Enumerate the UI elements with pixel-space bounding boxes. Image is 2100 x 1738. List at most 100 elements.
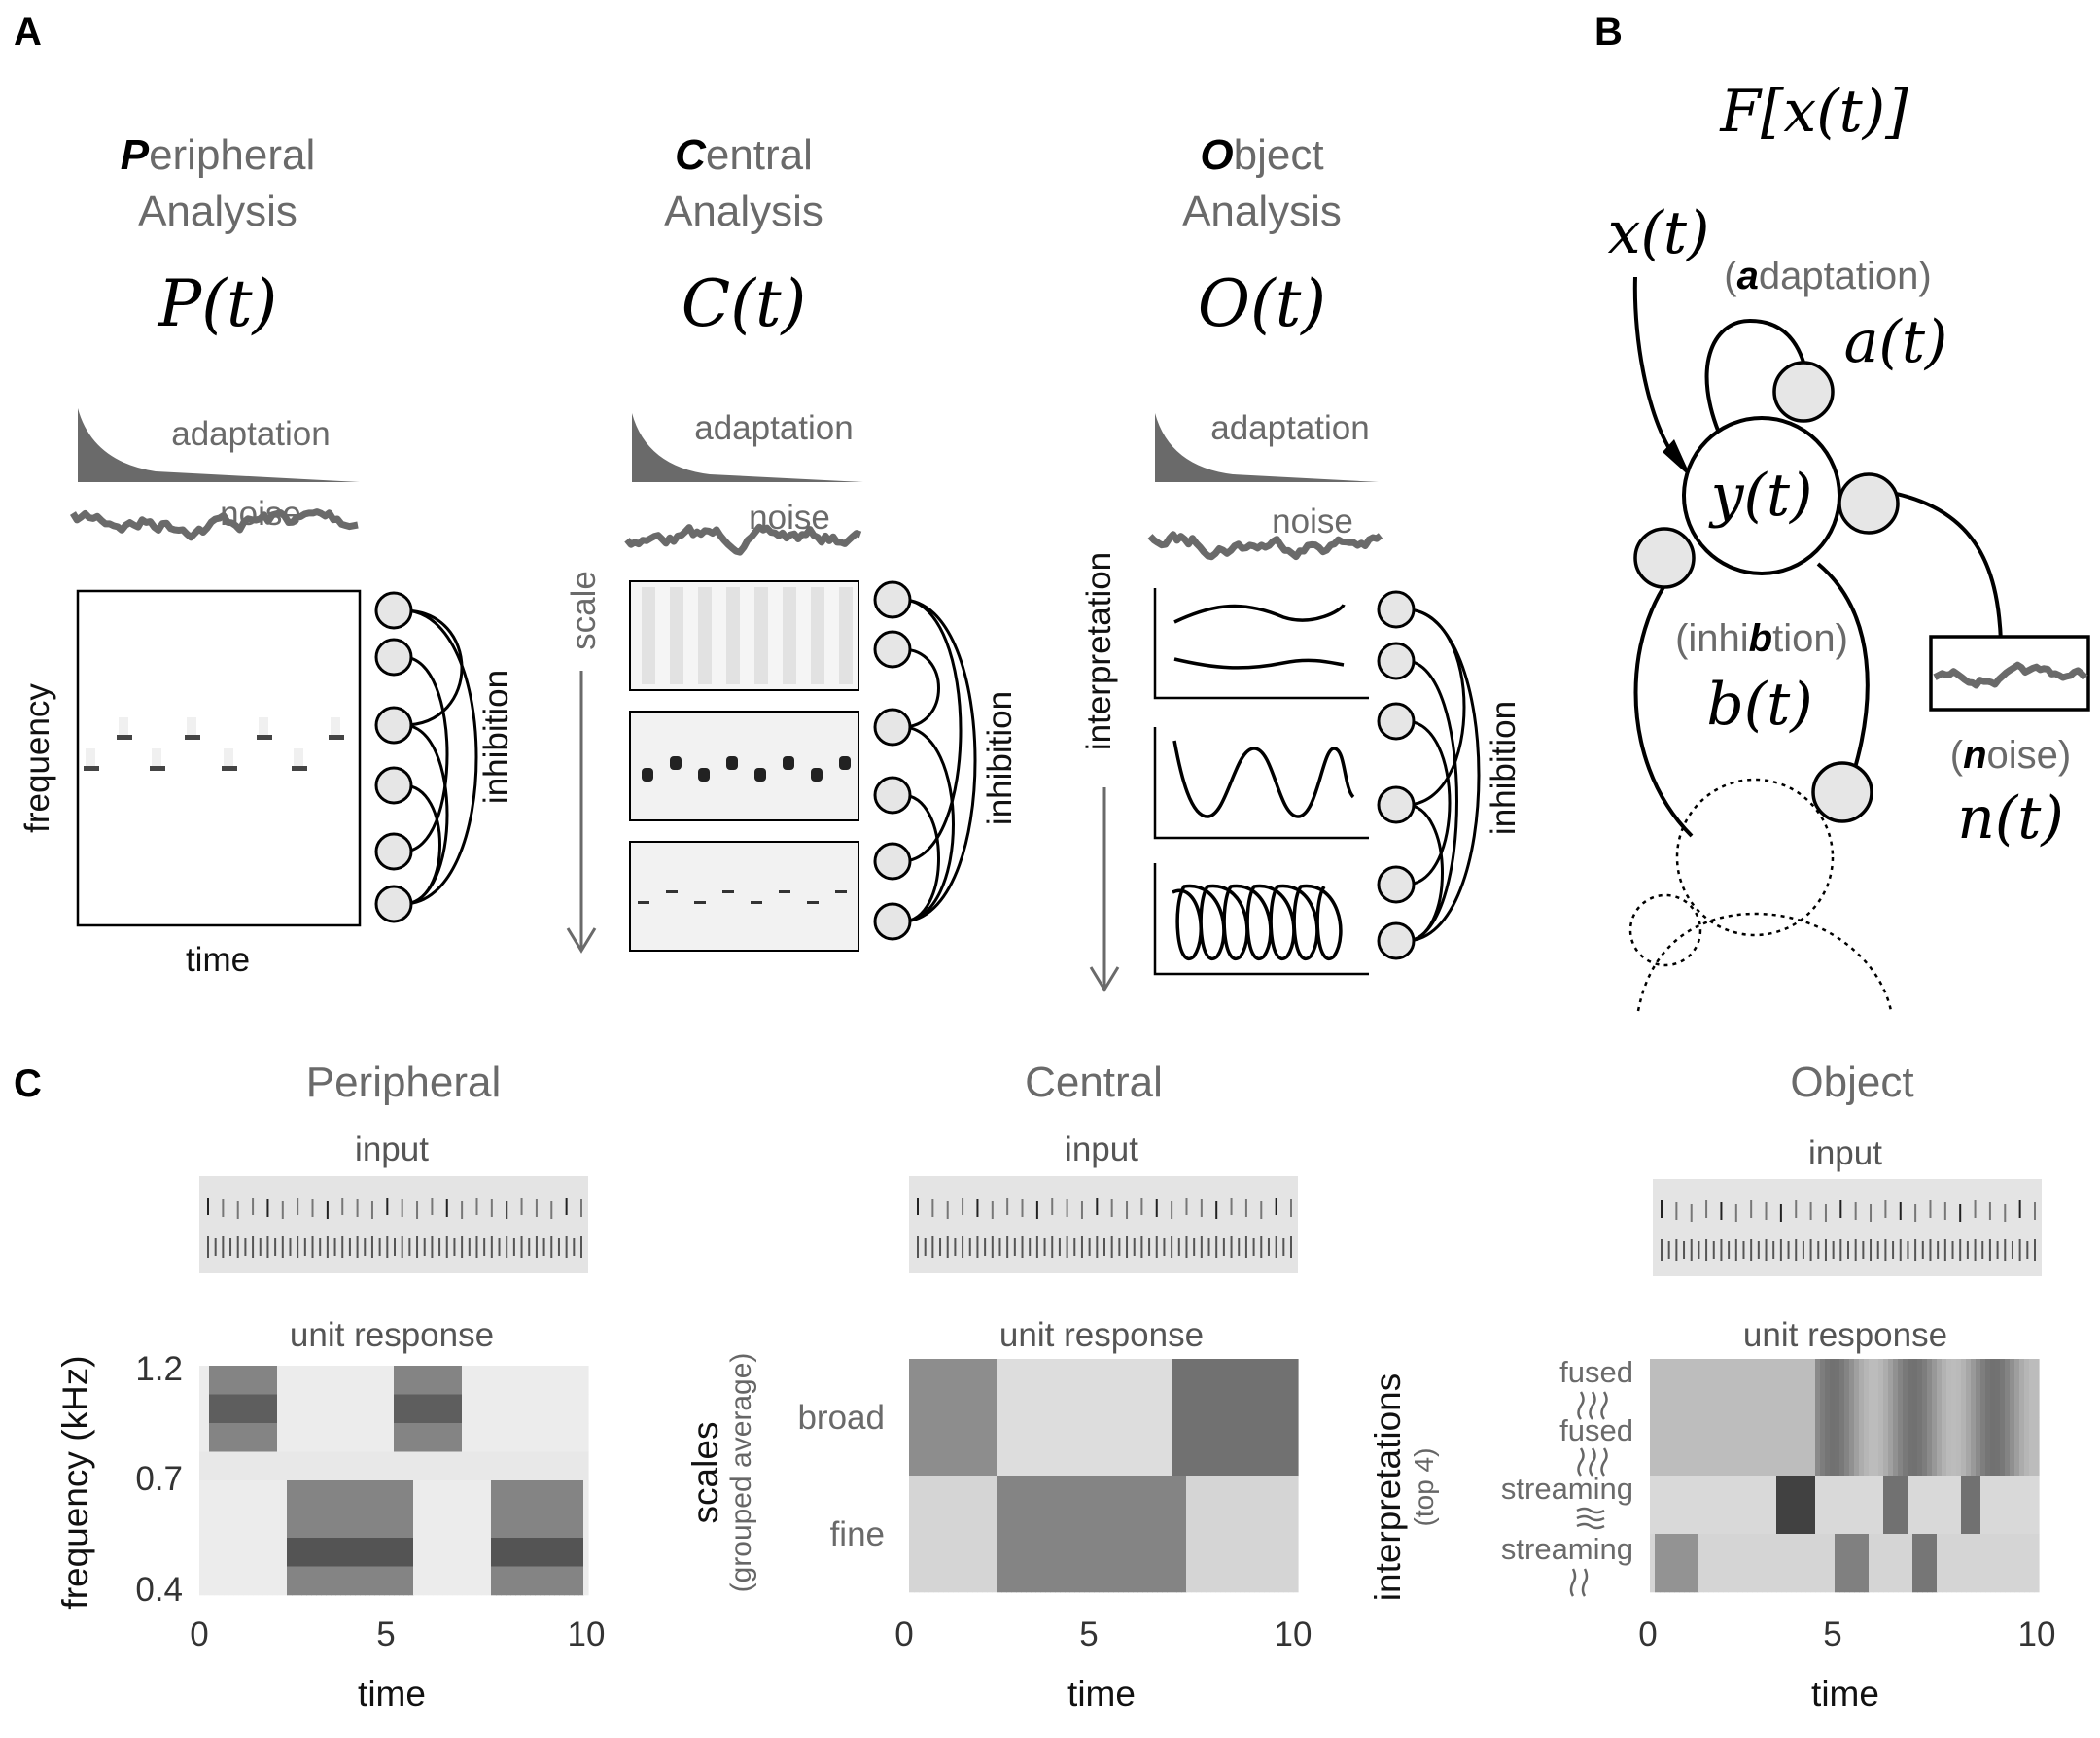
heat-cell <box>1805 1476 1811 1535</box>
heat-cell <box>277 1538 283 1567</box>
input-tone-low <box>348 1238 351 1256</box>
heat-cell <box>1825 1476 1831 1535</box>
heat-cell <box>1903 1534 1908 1593</box>
input-tone-high <box>445 1199 448 1217</box>
input-tone-low <box>1787 1241 1790 1259</box>
heat-cell <box>1873 1534 1879 1593</box>
heat-cell <box>331 1423 336 1452</box>
heat-cell <box>1689 1534 1695 1593</box>
heat-cell <box>389 1480 395 1510</box>
input-tone-low <box>1921 1241 1924 1259</box>
heat-cell <box>413 1480 419 1510</box>
heat-cell <box>481 1509 487 1539</box>
heat-cell <box>394 1451 400 1481</box>
heat-cell <box>267 1480 273 1510</box>
heat-cell <box>243 1509 249 1539</box>
input-tone-low <box>1929 1239 1932 1261</box>
heat-cell <box>1128 1359 1134 1477</box>
heat-cell <box>1293 1476 1299 1593</box>
heat-cell <box>287 1366 293 1395</box>
input-tone-high <box>1795 1200 1798 1218</box>
heat-cell <box>262 1509 268 1539</box>
heat-cell <box>928 1476 934 1593</box>
input-tone-high <box>222 1199 225 1217</box>
heat-cell <box>1269 1359 1275 1477</box>
heat-cell <box>408 1480 414 1510</box>
heat-cell <box>467 1566 472 1596</box>
heat-cell <box>438 1451 443 1481</box>
heat-cell <box>1859 1534 1865 1593</box>
heat-cell <box>331 1451 336 1481</box>
heat-cell <box>389 1366 395 1395</box>
heat-cell <box>379 1480 385 1510</box>
input-tone-low <box>490 1236 493 1258</box>
heat-cell <box>311 1480 317 1510</box>
heat-cell <box>486 1538 492 1567</box>
heat-cell <box>331 1480 336 1510</box>
scale-box-fine-marks <box>638 890 847 904</box>
heat-cell <box>501 1423 507 1452</box>
heat-cell <box>428 1394 434 1424</box>
scale-box-broad-marks <box>642 587 853 684</box>
heat-cell <box>413 1509 419 1539</box>
heat-cell <box>277 1423 283 1452</box>
heat-cell <box>345 1423 351 1452</box>
heat-cell <box>316 1451 322 1481</box>
input-tone-low <box>1772 1241 1775 1259</box>
heat-cell <box>574 1566 579 1596</box>
heat-cell <box>423 1366 429 1395</box>
heat-cell <box>253 1394 259 1424</box>
heat-cell <box>1152 1476 1158 1593</box>
heat-cell <box>209 1451 215 1481</box>
heat-cell <box>457 1566 463 1596</box>
heat-cell <box>321 1480 327 1510</box>
heat-cell <box>2010 1417 2015 1477</box>
heat-cell <box>1912 1359 1918 1418</box>
heat-cell <box>262 1538 268 1567</box>
input-tone-low <box>1959 1239 1962 1261</box>
heat-cell <box>554 1480 560 1510</box>
heat-cell <box>292 1538 298 1567</box>
spectrogram-dash <box>222 766 237 771</box>
heat-cell <box>214 1423 220 1452</box>
input-tone-low <box>1765 1239 1768 1261</box>
heat-cell <box>360 1423 366 1452</box>
loop-curve <box>1172 884 1343 961</box>
heat-cell <box>214 1538 220 1567</box>
heat-cell <box>962 1359 968 1477</box>
heat-cell <box>559 1423 565 1452</box>
heat-cell <box>243 1366 249 1395</box>
heat-cell <box>394 1366 400 1395</box>
input-tone-low <box>1720 1239 1723 1261</box>
heat-cell <box>350 1538 356 1567</box>
heat-cell <box>403 1394 409 1424</box>
input-tone-low <box>1757 1241 1760 1259</box>
heat-cell <box>447 1538 453 1567</box>
heat-cell <box>224 1423 229 1452</box>
heat-cell <box>1664 1359 1670 1418</box>
heat-cell <box>1932 1476 1938 1535</box>
panel-a-col-central: Central Analysis C(t) adaptation noise s… <box>565 131 1019 954</box>
heat-cell <box>1830 1476 1836 1535</box>
heat-cell <box>462 1509 468 1539</box>
response-marks <box>199 1366 589 1596</box>
heat-cell <box>433 1423 438 1452</box>
heat-cell <box>1859 1417 1865 1477</box>
heat-cell <box>1771 1476 1777 1535</box>
heat-cell <box>228 1538 234 1567</box>
heat-cell <box>1128 1476 1134 1593</box>
input-tone-low <box>1667 1241 1670 1259</box>
heat-cell <box>472 1538 477 1567</box>
streaming-glyph <box>1569 1568 1589 1597</box>
heat-cell <box>1713 1359 1719 1418</box>
heat-cell <box>1694 1476 1699 1535</box>
heat-cell <box>2014 1534 2020 1593</box>
heat-cell <box>1157 1359 1163 1477</box>
heat-cell <box>486 1451 492 1481</box>
heat-cell <box>564 1566 570 1596</box>
heat-cell <box>1259 1359 1265 1477</box>
input-tone-high <box>1809 1202 1812 1220</box>
heat-cell <box>394 1538 400 1567</box>
heat-cell <box>423 1538 429 1567</box>
heat-cell <box>530 1509 536 1539</box>
